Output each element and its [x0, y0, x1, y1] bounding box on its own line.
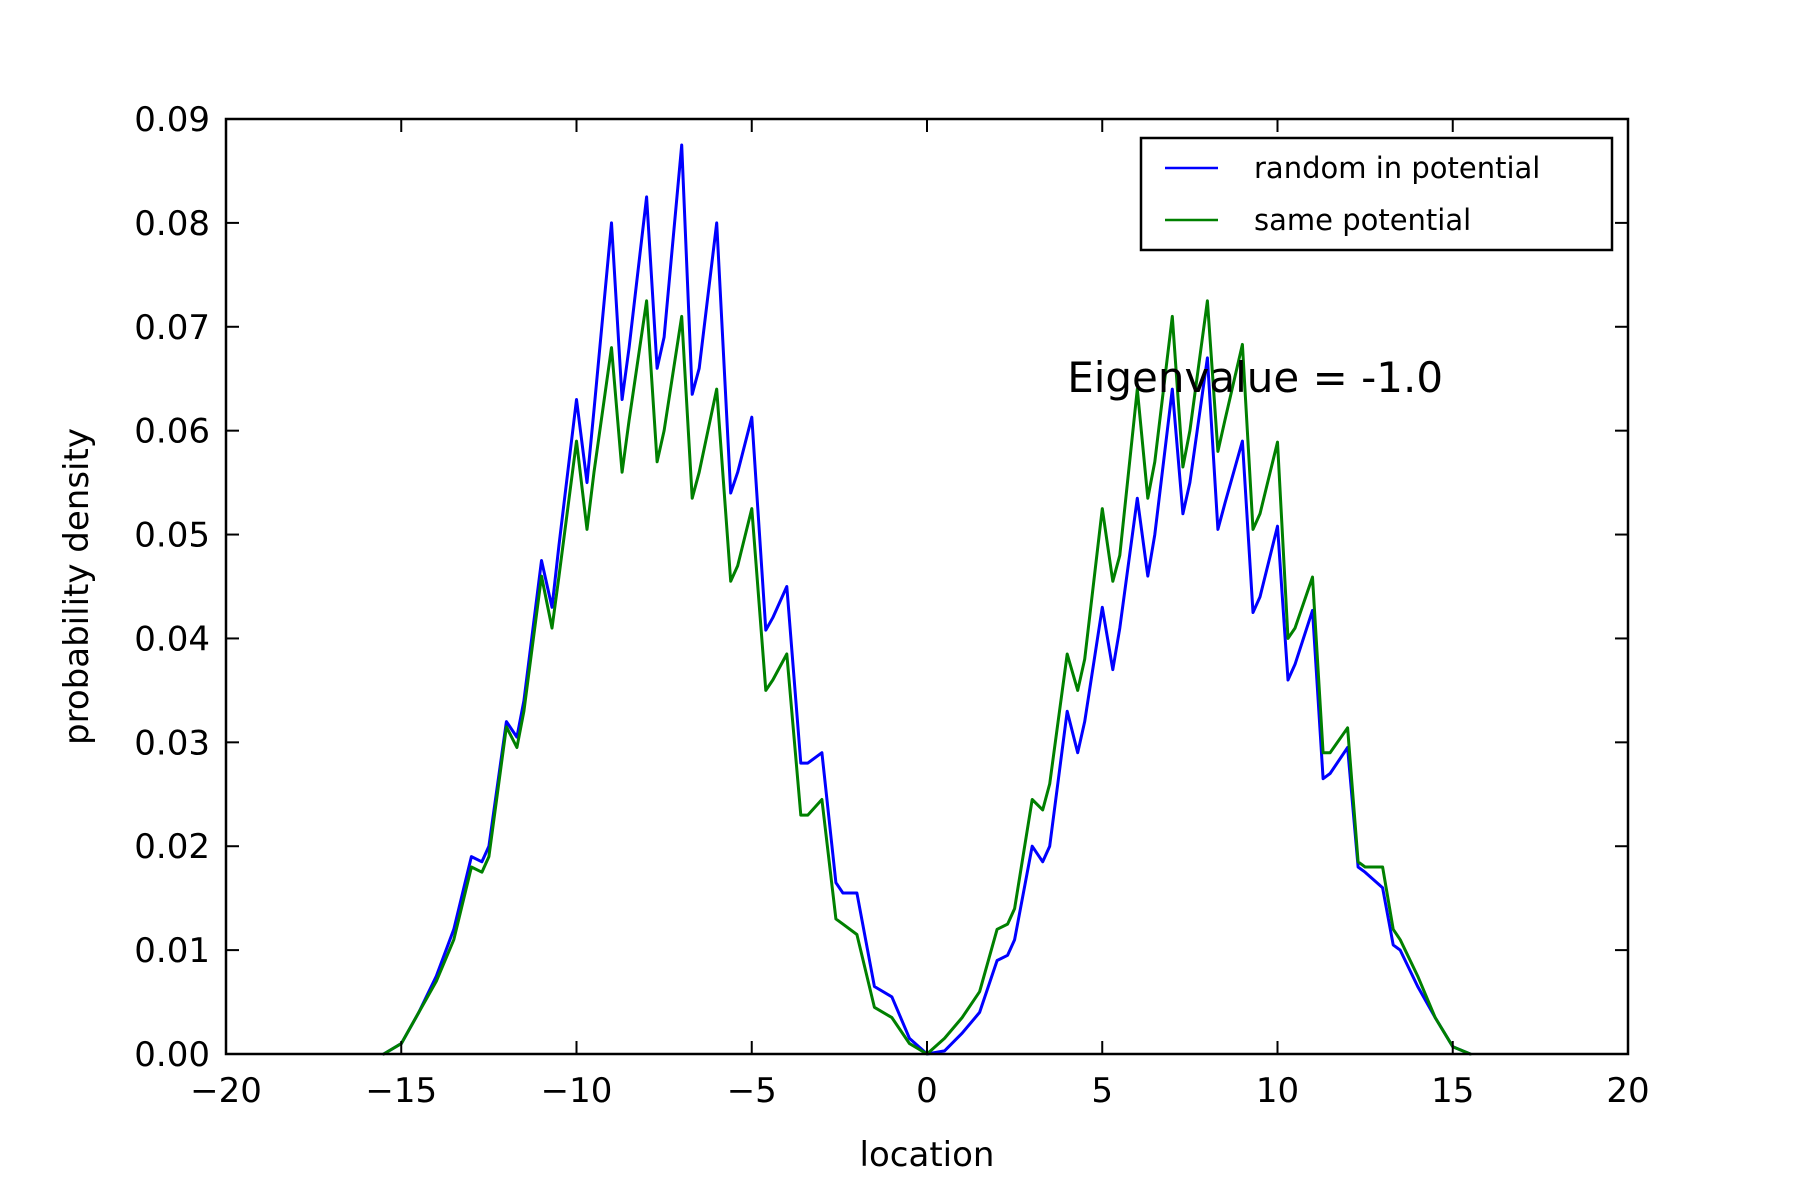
plot-frame	[224, 117, 1630, 1056]
x-tick-label: 20	[1606, 1071, 1649, 1111]
eigenvalue-annotation: Eigenvalue = -1.0	[1067, 353, 1443, 402]
legend: random in potential same potential	[1139, 136, 1614, 252]
y-tick-label: 0.08	[134, 204, 210, 244]
x-tick-label: −20	[190, 1071, 262, 1111]
x-tick-label: −15	[365, 1071, 437, 1111]
y-axis-label: probability density	[57, 428, 97, 745]
legend-label-same-potential: same potential	[1254, 203, 1471, 237]
ticks-layer: −20 −15 −10 −5 0 5 10 15 20 0.00 0.01 0.02 0.03 0.04 0…	[134, 100, 1649, 1111]
x-tick-label: −10	[541, 1071, 613, 1111]
legend-box	[1139, 136, 1614, 252]
series-line-same-potential	[382, 299, 1472, 1056]
y-tick-label: 0.06	[134, 412, 210, 452]
y-tick-label: 0.02	[134, 827, 210, 867]
y-tick-label: 0.09	[134, 100, 210, 140]
x-tick-label: 15	[1431, 1071, 1474, 1111]
y-tick-label: 0.07	[134, 308, 210, 348]
x-tick-label: 5	[1091, 1071, 1113, 1111]
y-tick-label: 0.04	[134, 619, 210, 659]
y-tick-label: 0.05	[134, 516, 210, 556]
x-tick-label: −5	[727, 1071, 777, 1111]
y-tick-label: 0.03	[134, 723, 210, 763]
series-layer	[382, 143, 1472, 1056]
x-axis-label: location	[860, 1135, 995, 1175]
y-tick-label: 0.00	[134, 1035, 210, 1075]
y-tick-label: 0.01	[134, 931, 210, 971]
x-tick-label: 0	[916, 1071, 938, 1111]
legend-label-random-in-potential: random in potential	[1254, 151, 1540, 185]
series-line-random-in-potential	[382, 143, 1472, 1056]
x-tick-label: 10	[1256, 1071, 1299, 1111]
annotation-layer: Eigenvalue = -1.0	[1067, 353, 1443, 402]
